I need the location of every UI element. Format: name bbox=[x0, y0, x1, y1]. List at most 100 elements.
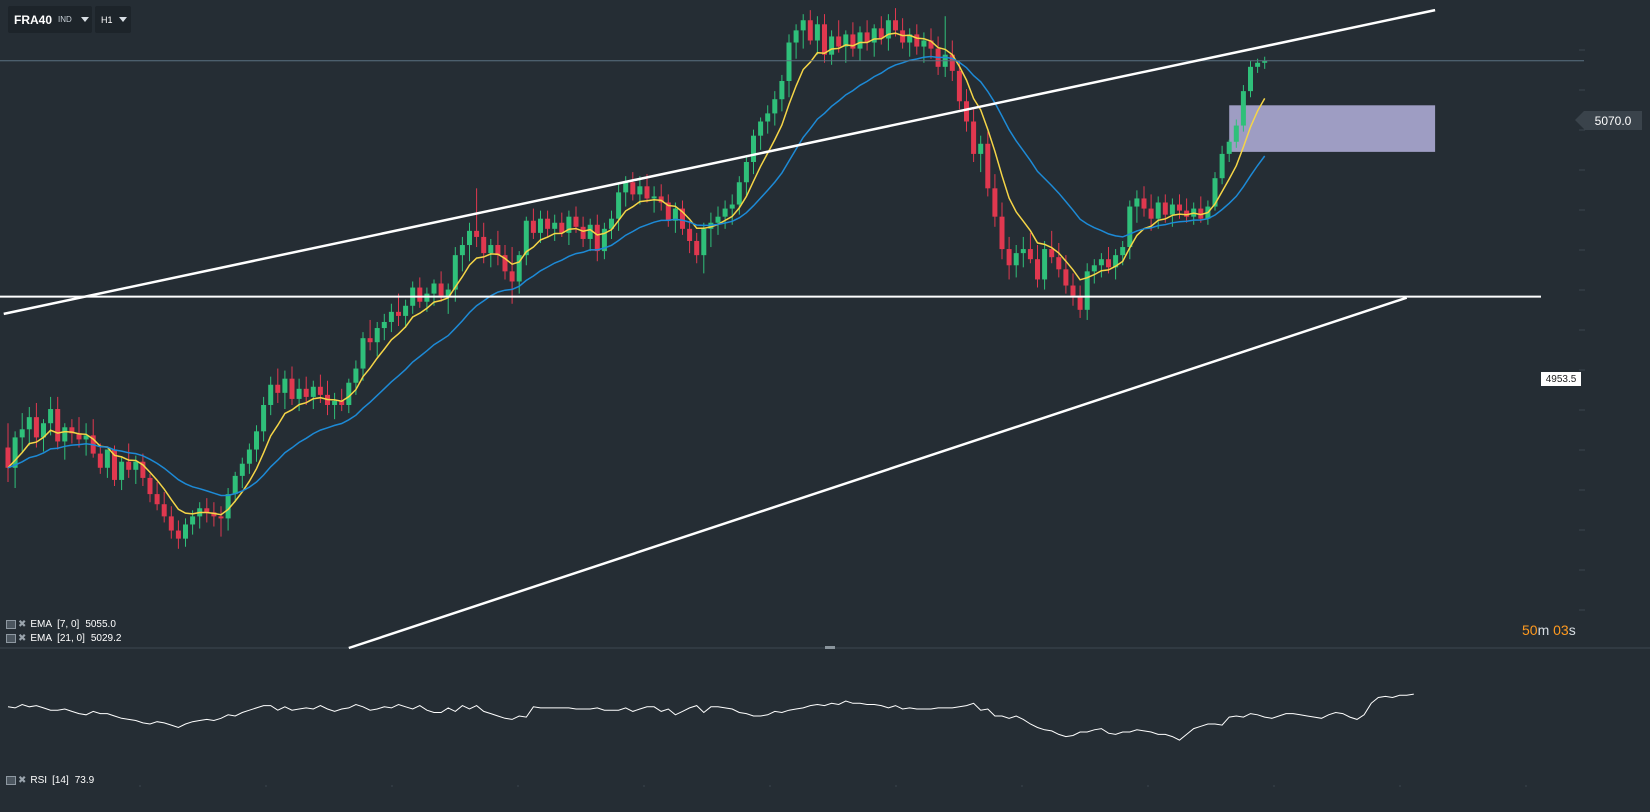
close-icon[interactable]: ✖ bbox=[18, 618, 27, 630]
settings-box-icon[interactable] bbox=[6, 619, 16, 629]
candle bbox=[800, 14, 806, 49]
candle bbox=[218, 506, 224, 537]
candle-body bbox=[793, 30, 799, 43]
ema-21-line bbox=[7, 55, 1266, 497]
candle-body bbox=[367, 338, 373, 343]
candle bbox=[1106, 247, 1111, 274]
candle-body bbox=[1013, 253, 1019, 266]
candle-body bbox=[417, 287, 423, 302]
candle-body bbox=[530, 220, 536, 233]
candle bbox=[325, 380, 330, 416]
candle-body bbox=[147, 477, 153, 495]
candle bbox=[154, 481, 160, 511]
indicator-value: 5055.0 bbox=[85, 618, 116, 630]
candle-body bbox=[467, 230, 472, 246]
candle-body bbox=[140, 461, 146, 478]
candle-body bbox=[332, 400, 338, 405]
candle-body bbox=[1098, 259, 1104, 266]
indicator-params: [7, 0] bbox=[57, 618, 80, 630]
candle bbox=[779, 74, 785, 112]
candle-body bbox=[715, 216, 721, 223]
settings-box-icon[interactable] bbox=[6, 775, 16, 785]
candle-body bbox=[758, 121, 764, 136]
candle-body bbox=[1134, 198, 1140, 207]
candle-body bbox=[48, 409, 54, 424]
candle-body bbox=[1063, 269, 1069, 286]
candle-body bbox=[268, 384, 274, 405]
candle-body bbox=[1248, 66, 1253, 92]
candle-body bbox=[772, 99, 778, 114]
symbol-selector[interactable]: FRA40 IND bbox=[8, 6, 92, 33]
trendlines-layer[interactable] bbox=[0, 8, 1584, 650]
candle bbox=[403, 299, 409, 329]
candle-body bbox=[1255, 62, 1261, 67]
candle bbox=[232, 471, 238, 503]
ema-7-line bbox=[7, 32, 1266, 516]
candle bbox=[1113, 249, 1119, 280]
candle-body bbox=[928, 40, 934, 49]
candle-body bbox=[538, 218, 543, 233]
candle-body bbox=[55, 409, 61, 442]
candle bbox=[204, 498, 210, 523]
candle-body bbox=[914, 34, 920, 47]
candle-body bbox=[459, 245, 465, 256]
candle-body bbox=[814, 24, 820, 41]
candle bbox=[33, 402, 39, 448]
candle-body bbox=[12, 437, 18, 468]
candle-body bbox=[985, 143, 991, 189]
candle bbox=[552, 214, 558, 241]
candle-body bbox=[403, 305, 409, 316]
close-icon[interactable]: ✖ bbox=[18, 774, 27, 786]
candle bbox=[339, 388, 345, 412]
candle-body bbox=[310, 386, 316, 397]
candle-body bbox=[978, 143, 984, 154]
candle bbox=[871, 24, 877, 57]
candle-body bbox=[1212, 178, 1218, 207]
candle-body bbox=[644, 186, 650, 199]
candle-body bbox=[1035, 259, 1040, 280]
candle bbox=[289, 366, 295, 405]
candle bbox=[807, 10, 813, 45]
close-icon[interactable]: ✖ bbox=[18, 632, 27, 644]
candle-body bbox=[474, 230, 480, 237]
candle-body bbox=[218, 516, 224, 519]
settings-box-icon[interactable] bbox=[6, 633, 16, 643]
candle bbox=[381, 313, 387, 341]
candle bbox=[530, 208, 536, 239]
candle bbox=[147, 473, 153, 503]
candle-body bbox=[594, 224, 600, 252]
candle-body bbox=[353, 368, 359, 383]
candle-body bbox=[893, 20, 898, 31]
candle-body bbox=[445, 289, 451, 296]
candle bbox=[829, 30, 835, 65]
candle bbox=[112, 445, 117, 486]
candle-body bbox=[5, 447, 11, 468]
supply-zone bbox=[1229, 105, 1436, 152]
ema-legend-row: ✖ EMA [21, 0] 5029.2 bbox=[6, 632, 121, 644]
candle bbox=[168, 506, 174, 539]
candle-body bbox=[232, 475, 238, 495]
timeframe-label: H1 bbox=[101, 14, 113, 25]
candle bbox=[41, 419, 46, 452]
candle bbox=[978, 135, 984, 173]
candle-body bbox=[601, 228, 607, 252]
candle bbox=[417, 277, 423, 308]
horizontal-level-label[interactable]: 4953.5 bbox=[1541, 372, 1581, 386]
candle bbox=[850, 22, 856, 57]
channel-upper-trendline bbox=[3, 8, 1436, 316]
candle-body bbox=[680, 208, 685, 229]
candle bbox=[161, 492, 167, 523]
candle-body bbox=[275, 384, 281, 393]
candle-body bbox=[1127, 206, 1133, 248]
candle bbox=[672, 202, 678, 233]
candle-body bbox=[651, 196, 657, 199]
candle-body bbox=[609, 218, 614, 229]
candle bbox=[396, 293, 401, 327]
candle-body bbox=[19, 429, 25, 438]
candle-body bbox=[971, 121, 977, 154]
timeframe-selector[interactable]: H1 bbox=[95, 6, 131, 33]
candle bbox=[751, 129, 756, 175]
candle-body bbox=[1219, 153, 1225, 179]
candle bbox=[971, 109, 977, 162]
